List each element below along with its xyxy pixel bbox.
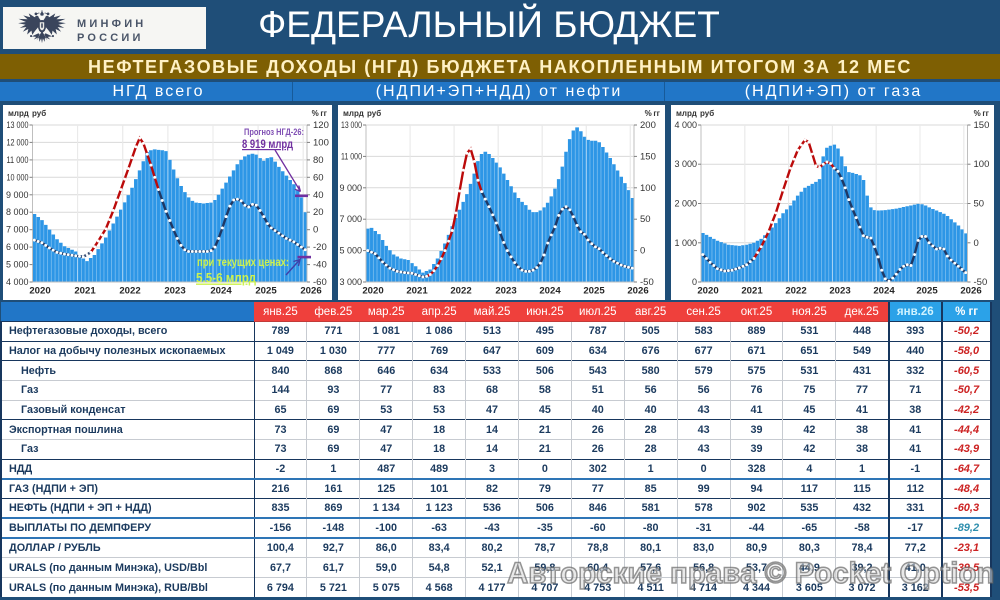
svg-text:6 000: 6 000: [6, 242, 29, 252]
svg-text:2020: 2020: [362, 286, 383, 297]
svg-text:2020: 2020: [29, 286, 50, 297]
svg-text:при текущих ценах:: при текущих ценах:: [197, 255, 289, 269]
svg-text:2024: 2024: [873, 286, 895, 297]
svg-text:2021: 2021: [74, 286, 96, 297]
svg-text:10 000: 10 000: [7, 172, 29, 182]
svg-text:2022: 2022: [450, 286, 471, 297]
svg-text:% гг: % гг: [312, 109, 328, 118]
svg-text:2022: 2022: [785, 286, 806, 297]
svg-text:0: 0: [692, 277, 697, 287]
svg-text:200: 200: [640, 120, 656, 131]
svg-text:2022: 2022: [119, 286, 140, 297]
svg-text:8 919 млрд: 8 919 млрд: [242, 137, 293, 151]
svg-text:-50: -50: [974, 277, 988, 288]
svg-text:4 000: 4 000: [6, 277, 29, 287]
svg-text:2025: 2025: [255, 286, 277, 297]
svg-text:100: 100: [313, 137, 329, 148]
svg-text:0: 0: [313, 225, 318, 236]
svg-text:40: 40: [313, 190, 324, 201]
svg-text:2025: 2025: [916, 286, 938, 297]
svg-text:2023: 2023: [164, 286, 185, 297]
svg-text:3 000: 3 000: [339, 277, 362, 287]
svg-text:9 000: 9 000: [339, 183, 362, 193]
svg-text:13 000: 13 000: [341, 120, 362, 130]
svg-text:% гг: % гг: [645, 109, 661, 118]
svg-text:120: 120: [313, 120, 329, 131]
svg-text:-40: -40: [313, 260, 327, 271]
svg-text:0: 0: [640, 246, 645, 257]
svg-text:2026: 2026: [300, 286, 321, 297]
svg-text:млрд руб: млрд руб: [8, 109, 46, 118]
svg-text:-50: -50: [640, 277, 654, 288]
svg-text:млрд руб: млрд руб: [676, 109, 714, 118]
svg-text:Прогноз НГД-26:: Прогноз НГД-26:: [244, 127, 304, 138]
svg-text:2025: 2025: [583, 286, 605, 297]
svg-text:5 000: 5 000: [339, 246, 362, 256]
svg-text:2023: 2023: [829, 286, 850, 297]
svg-text:2024: 2024: [539, 286, 561, 297]
svg-text:4 000: 4 000: [674, 120, 697, 130]
svg-text:% гг: % гг: [974, 109, 990, 118]
svg-text:5.5-6 млрд: 5.5-6 млрд: [196, 270, 256, 286]
svg-text:100: 100: [974, 159, 990, 170]
svg-text:2026: 2026: [960, 286, 981, 297]
svg-text:13 000: 13 000: [7, 120, 29, 130]
svg-text:7 000: 7 000: [6, 225, 29, 235]
svg-text:2023: 2023: [495, 286, 516, 297]
svg-text:20: 20: [313, 207, 324, 218]
svg-text:100: 100: [640, 183, 656, 194]
svg-text:80: 80: [313, 155, 324, 166]
svg-text:50: 50: [974, 199, 985, 210]
svg-text:11 000: 11 000: [341, 151, 362, 161]
svg-text:2 000: 2 000: [674, 199, 697, 209]
svg-text:9 000: 9 000: [6, 190, 29, 200]
svg-text:11 000: 11 000: [7, 155, 29, 165]
svg-text:-20: -20: [313, 242, 327, 253]
svg-text:60: 60: [313, 172, 324, 183]
svg-text:млрд руб: млрд руб: [343, 109, 381, 118]
svg-text:12 000: 12 000: [7, 137, 29, 147]
svg-text:5 000: 5 000: [6, 260, 29, 270]
svg-text:8 000: 8 000: [6, 207, 29, 217]
svg-text:2020: 2020: [697, 286, 718, 297]
svg-text:2024: 2024: [210, 286, 232, 297]
svg-text:150: 150: [640, 151, 656, 162]
svg-text:3 000: 3 000: [674, 159, 697, 169]
svg-text:0: 0: [974, 238, 979, 249]
svg-text:2021: 2021: [741, 286, 763, 297]
svg-text:7 000: 7 000: [339, 214, 362, 224]
svg-text:150: 150: [974, 120, 990, 131]
svg-text:50: 50: [640, 214, 651, 225]
svg-text:2021: 2021: [406, 286, 428, 297]
svg-text:1 000: 1 000: [674, 238, 697, 248]
svg-text:-60: -60: [313, 277, 327, 288]
svg-text:2026: 2026: [627, 286, 648, 297]
